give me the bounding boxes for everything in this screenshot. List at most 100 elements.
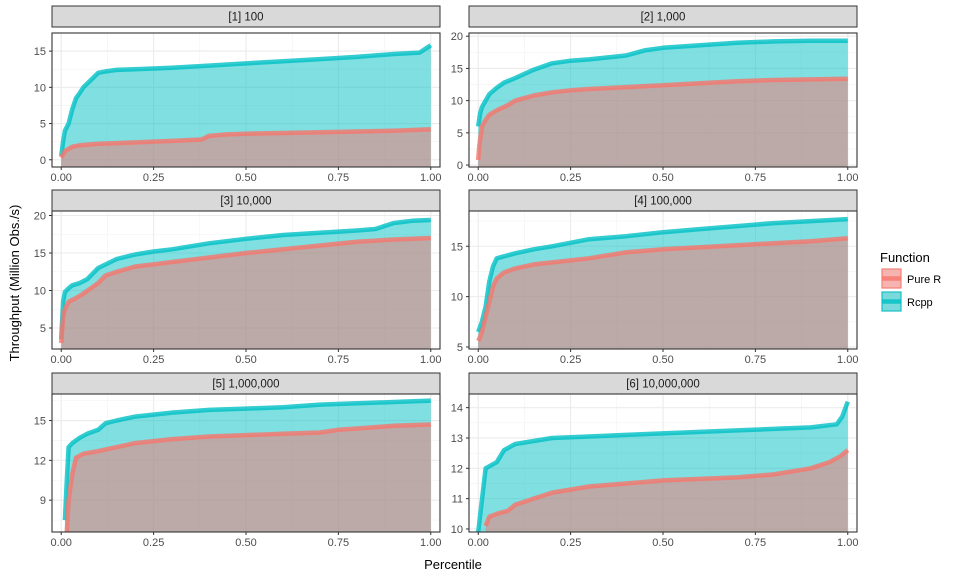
y-tick-label: 15	[451, 63, 463, 75]
x-tick-label: 0.25	[560, 537, 581, 549]
x-tick-label: 0.50	[235, 354, 256, 366]
x-tick-label: 0.50	[235, 172, 256, 184]
line-rcpp	[58, 217, 431, 340]
y-tick-label: 5	[457, 342, 463, 354]
x-tick-label: 1.00	[420, 172, 441, 184]
y-tick-label: 5	[40, 119, 46, 131]
y-axis-title: Throughput (Million Obs./s)	[7, 205, 22, 362]
panel-3: [3] 10,000 0.00 0.25 0.50 0.75 1.00 5 10 15 20	[34, 189, 441, 366]
line-pure-r	[476, 235, 848, 342]
y-tick-label: 11	[452, 494, 463, 506]
facet-strip	[468, 5, 858, 28]
line-pure-r	[475, 76, 848, 161]
y-tick-label: 0	[40, 155, 46, 167]
legend-item-rcpp: Rcpp	[881, 291, 933, 312]
line-pure-r	[59, 127, 431, 159]
legend-title: Function	[880, 250, 930, 265]
y-tick-label: 14	[451, 403, 463, 415]
series-layer	[475, 38, 848, 167]
line-pure-r	[64, 422, 431, 532]
y-tick-label: 12	[451, 463, 463, 475]
x-tick-label: 0.75	[745, 537, 766, 549]
x-tick-label: 0.75	[745, 354, 766, 366]
x-tick-label: 0.25	[560, 172, 581, 184]
facet-strip-label: [5] 1,000,000	[212, 379, 279, 391]
line-pure-r	[58, 235, 431, 344]
x-tick-label: 0.25	[143, 354, 164, 366]
y-tick-label: 9	[40, 495, 46, 507]
legend: Function Pure R Rcpp	[880, 250, 941, 312]
panel-2: [2] 1,000 0.00 0.25 0.50 0.75 1.00 0 5 10 15 20	[451, 5, 858, 184]
area-pure-r	[61, 129, 431, 167]
x-axis-title: Percentile	[424, 557, 482, 572]
area-pure-r	[478, 78, 848, 167]
x-tick-label: 0.00	[468, 172, 489, 184]
legend-items: Pure R Rcpp	[881, 268, 941, 312]
panel-1: [1] 100 0.00 0.25 0.50 0.75 1.00 0 5 10 15	[34, 5, 441, 184]
series-layer	[62, 398, 431, 532]
x-tick-label: 0.50	[652, 354, 673, 366]
x-tick-label: 0.00	[468, 354, 489, 366]
line-rcpp	[58, 43, 433, 157]
line-rcpp	[476, 216, 848, 333]
y-tick-label: 15	[34, 46, 46, 58]
x-tick-label: 1.00	[837, 354, 858, 366]
series-layer	[58, 217, 431, 349]
x-tick-label: 1.00	[420, 354, 441, 366]
x-tick-label: 0.75	[328, 354, 349, 366]
y-tick-label: 20	[451, 31, 463, 43]
y-tick-label: 5	[457, 128, 463, 140]
y-tick-label: 10	[451, 524, 463, 536]
x-tick-label: 1.00	[420, 537, 441, 549]
series-layer	[476, 216, 848, 349]
facet-strip-label: [6] 10,000,000	[626, 379, 700, 391]
y-tick-label: 12	[34, 455, 46, 467]
x-tick-label: 0.25	[143, 172, 164, 184]
y-tick-label: 15	[451, 241, 463, 253]
legend-label: Rcpp	[907, 297, 933, 309]
x-tick-label: 0.50	[235, 537, 256, 549]
x-tick-label: 0.00	[51, 172, 72, 184]
facet-strip-label: [1] 100	[228, 12, 263, 24]
panel-6: [6] 10,000,000 0.00 0.25 0.50 0.75 1.00 10 11 12…	[451, 372, 858, 549]
y-tick-label: 0	[457, 160, 463, 172]
area-pure-r	[485, 450, 848, 532]
x-tick-label: 0.50	[652, 537, 673, 549]
x-tick-label: 0.75	[328, 172, 349, 184]
x-tick-label: 1.00	[837, 172, 858, 184]
facet-strip-label: [3] 10,000	[220, 196, 271, 208]
facet-strip-label: [2] 1,000	[641, 12, 686, 24]
y-tick-label: 15	[34, 416, 46, 428]
x-tick-label: 0.25	[560, 354, 581, 366]
area-pure-r	[66, 424, 431, 532]
line-rcpp	[62, 398, 431, 521]
y-tick-label: 10	[34, 82, 46, 94]
x-tick-label: 0.75	[745, 172, 766, 184]
y-tick-label: 10	[34, 286, 46, 298]
facet-strip-label: [4] 100,000	[634, 196, 692, 208]
panel-5: [5] 1,000,000 0.00 0.25 0.50 0.75 1.00 9 12 15	[34, 372, 441, 549]
y-tick-label: 20	[34, 211, 46, 223]
y-tick-label: 10	[451, 292, 463, 304]
y-tick-label: 15	[34, 248, 46, 260]
series-layer	[58, 43, 433, 167]
legend-item-pure-r: Pure R	[881, 268, 941, 289]
x-tick-label: 0.50	[652, 172, 673, 184]
x-tick-label: 0.75	[328, 537, 349, 549]
y-tick-label: 10	[451, 96, 463, 108]
line-pure-r	[483, 448, 850, 527]
y-tick-label: 5	[40, 323, 46, 335]
series-layer	[475, 400, 850, 532]
panel-4: [4] 100,000 0.00 0.25 0.50 0.75 1.00 5 10 15	[451, 189, 858, 366]
x-tick-label: 0.25	[143, 537, 164, 549]
x-tick-label: 0.00	[51, 354, 72, 366]
x-tick-label: 1.00	[837, 537, 858, 549]
line-rcpp	[475, 400, 850, 532]
x-tick-label: 0.00	[51, 537, 72, 549]
facet-strip	[51, 5, 441, 28]
y-tick-label: 13	[451, 433, 463, 445]
area-pure-r	[478, 238, 848, 349]
line-rcpp	[475, 38, 848, 127]
